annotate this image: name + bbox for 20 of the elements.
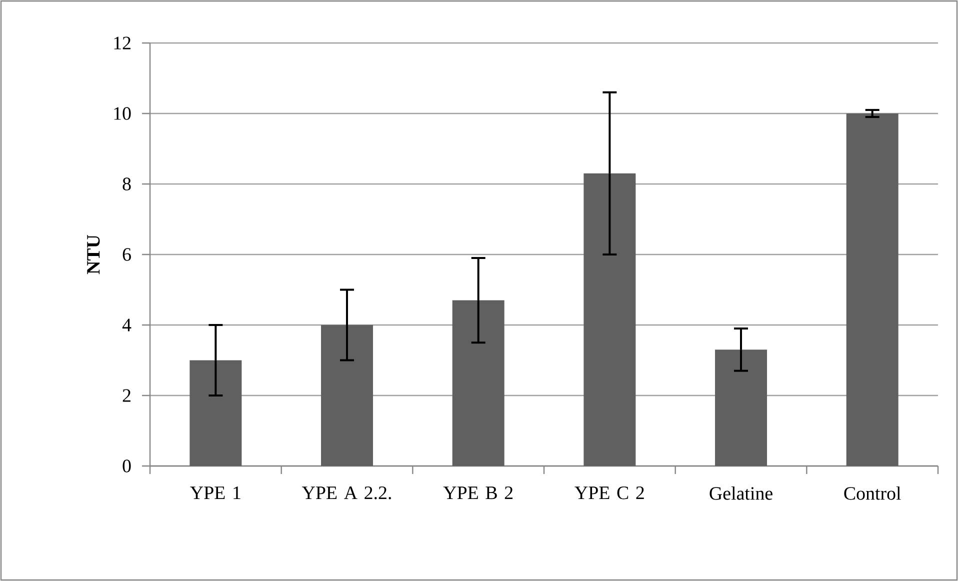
y-tick-label: 12 xyxy=(114,36,130,50)
bar xyxy=(190,360,242,466)
y-tick-label: 0 xyxy=(122,460,131,472)
x-tick-label: YPE B 2 xyxy=(443,486,513,500)
bar xyxy=(846,113,898,466)
x-tick-label: YPE 1 xyxy=(190,486,240,499)
x-tick-label: Control xyxy=(844,486,901,500)
y-tick-label: 2 xyxy=(122,389,130,402)
x-tick-label: YPE C 2 xyxy=(574,486,644,500)
x-tick-label: YPE A 2.2. xyxy=(302,486,391,500)
y-tick-label: 10 xyxy=(114,107,131,120)
y-tick-label: 6 xyxy=(122,248,131,261)
bar xyxy=(584,173,636,466)
y-tick-label: 4 xyxy=(122,318,132,332)
bar xyxy=(715,350,768,466)
x-tick-label: Gelatine xyxy=(710,486,772,500)
bar xyxy=(321,324,374,466)
bar xyxy=(452,300,504,466)
y-axis-title: NTU xyxy=(87,234,100,274)
y-tick-label: 8 xyxy=(122,178,131,190)
